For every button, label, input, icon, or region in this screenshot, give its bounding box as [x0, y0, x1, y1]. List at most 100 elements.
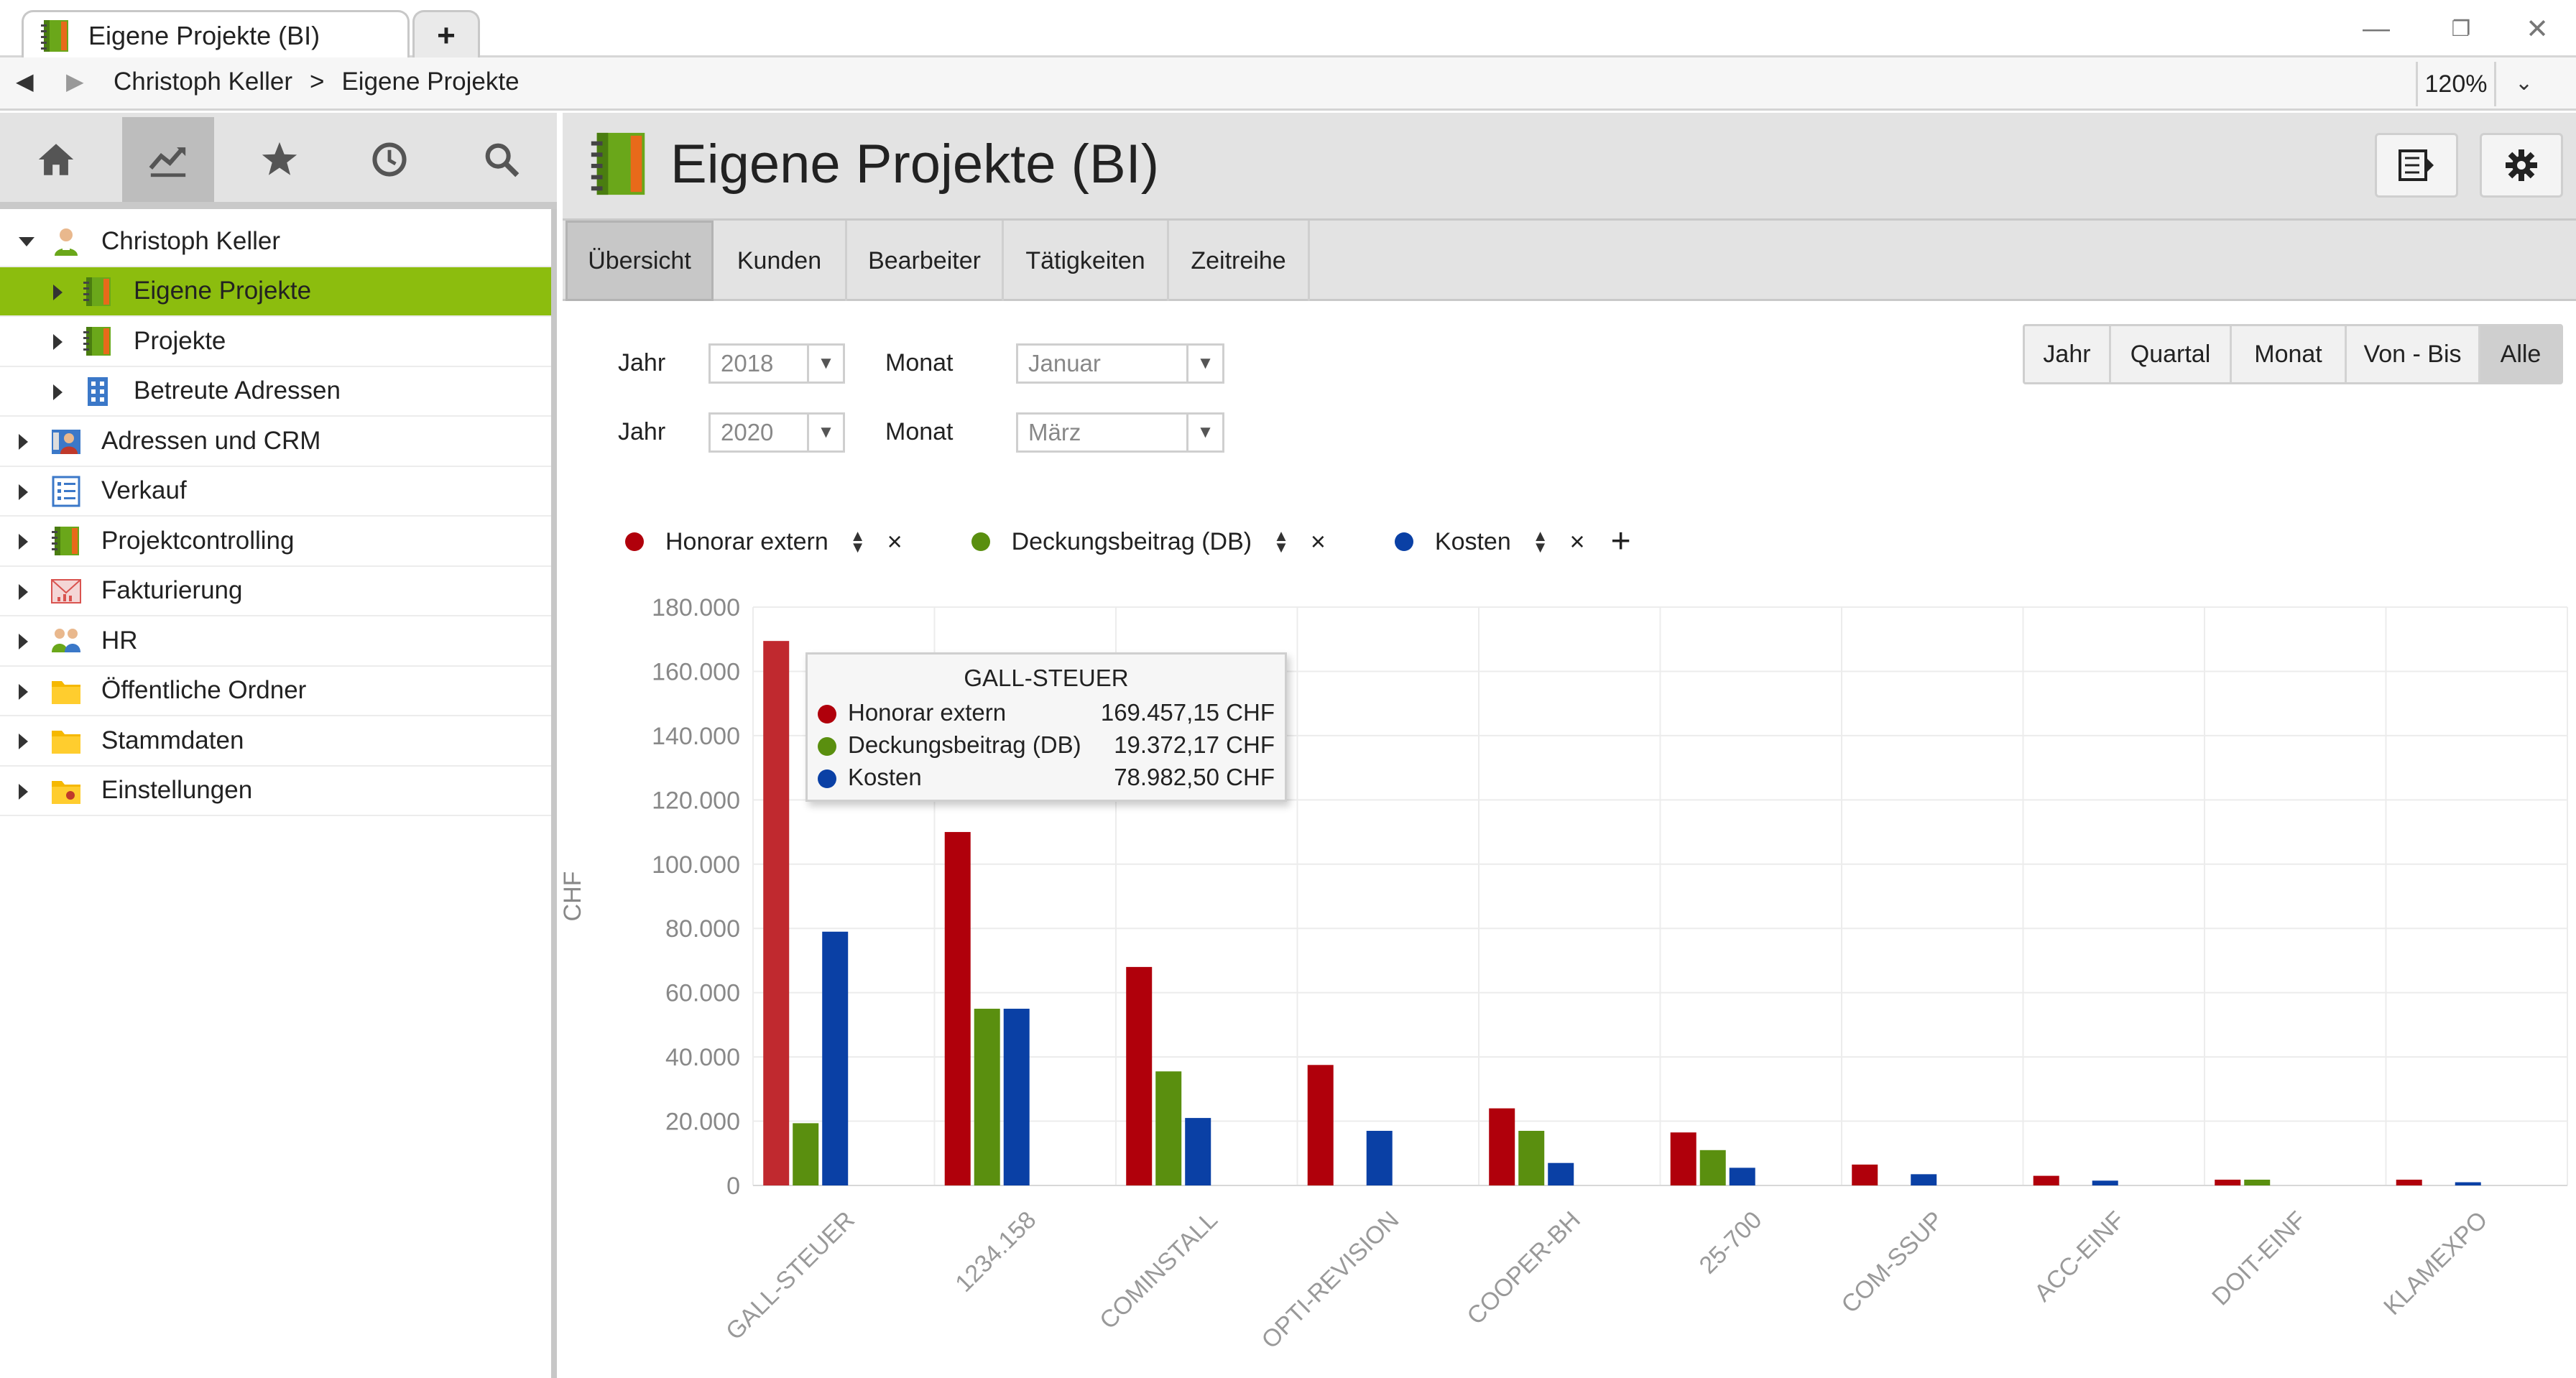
tab-kunden[interactable]: Kunden	[714, 221, 847, 301]
back-button[interactable]: ◀	[16, 68, 34, 94]
bar	[1852, 1164, 1878, 1185]
remove-series-icon[interactable]: ×	[887, 527, 902, 556]
tree-item[interactable]: Christoph Keller	[0, 217, 551, 267]
bar	[793, 1123, 819, 1185]
search-button[interactable]	[456, 117, 548, 202]
legend-label: Deckungsbeitrag (DB)	[1011, 527, 1252, 555]
tree-item[interactable]: Einstellungen	[0, 767, 551, 816]
caret-right-icon[interactable]	[19, 783, 28, 800]
period-monat-button[interactable]: Monat	[2232, 326, 2347, 382]
bar	[1518, 1130, 1545, 1185]
remove-series-icon[interactable]: ×	[1310, 527, 1326, 556]
caret-right-icon[interactable]	[53, 334, 63, 350]
home-button[interactable]	[10, 117, 102, 202]
chevron-down-icon[interactable]: ⌄	[2515, 71, 2534, 95]
to-month-select[interactable]: März ▼	[1016, 412, 1224, 453]
caret-right-icon[interactable]	[19, 534, 28, 550]
analytics-button[interactable]	[122, 117, 214, 202]
caret-right-icon[interactable]	[53, 384, 63, 400]
period-jahr-button[interactable]: Jahr	[2025, 326, 2111, 382]
tree-item-label: Eigene Projekte	[134, 277, 312, 305]
caret-right-icon[interactable]	[19, 734, 28, 749]
sort-icon[interactable]: ▲ ▼	[1532, 527, 1548, 556]
breadcrumb-item-current[interactable]: Eigene Projekte	[341, 68, 520, 96]
sort-icon[interactable]: ▲ ▼	[1273, 527, 1289, 556]
tree-item[interactable]: Projektcontrolling	[0, 517, 551, 567]
star-icon	[262, 142, 297, 175]
legend-swatch	[1394, 532, 1413, 551]
sort-icon[interactable]: ▲ ▼	[849, 527, 866, 556]
browser-tab-active[interactable]: Eigene Projekte (BI)	[22, 10, 410, 59]
user-icon	[55, 228, 78, 256]
caret-right-icon[interactable]	[19, 634, 28, 649]
close-button[interactable]: ✕	[2526, 14, 2549, 45]
period-von-bis-button[interactable]: Von - Bis	[2347, 326, 2480, 382]
tree-item[interactable]: Projekte	[0, 317, 551, 367]
y-tick-label: 180.000	[652, 594, 740, 621]
tooltip-row: Deckungsbeitrag (DB) 19.372,17 CHF	[818, 731, 1275, 763]
legend-swatch	[625, 532, 644, 551]
caret-right-icon[interactable]	[53, 284, 63, 300]
restore-button[interactable]: ❐	[2451, 17, 2471, 41]
tab-bearbeiter[interactable]: Bearbeiter	[847, 221, 1004, 301]
tree-item[interactable]: Eigene Projekte	[0, 267, 551, 317]
to-year-select[interactable]: 2020 ▼	[708, 412, 845, 453]
bar	[944, 832, 971, 1185]
tab-taetigkeiten[interactable]: Tätigkeiten	[1004, 221, 1169, 301]
building-icon	[88, 376, 108, 406]
search-icon	[485, 143, 520, 177]
navigation-tree: Christoph Keller Eigene Projekte Projekte B…	[0, 217, 551, 816]
notebook-icon	[52, 527, 79, 555]
period-quartal-button[interactable]: Quartal	[2111, 326, 2232, 382]
x-tick-label: COM-SSUP	[1836, 1206, 1948, 1318]
x-tick-label: 1234.158	[950, 1206, 1041, 1298]
gear-icon	[2506, 149, 2537, 181]
add-series-icon[interactable]: +	[1610, 522, 1631, 560]
bar	[822, 931, 849, 1185]
tree-item-label: Stammdaten	[101, 726, 244, 754]
caret-right-icon[interactable]	[19, 583, 28, 600]
tooltip-title: GALL-STEUER	[964, 665, 1129, 691]
to-month-value: März	[1028, 419, 1081, 445]
from-month-select[interactable]: Januar ▼	[1016, 343, 1224, 384]
history-button[interactable]	[343, 117, 435, 202]
remove-series-icon[interactable]: ×	[1569, 527, 1585, 556]
legend-item-honorar[interactable]: Honorar extern ▲ ▼ ×	[625, 527, 902, 557]
tab-zeitreihe[interactable]: Zeitreihe	[1169, 221, 1310, 301]
caret-down-icon[interactable]	[19, 237, 34, 246]
new-tab-button[interactable]: +	[412, 10, 480, 59]
x-tick-label: ACC-EINF	[2029, 1206, 2130, 1307]
tree-item-label: Projekte	[134, 326, 226, 355]
tree-item[interactable]: Verkauf	[0, 467, 551, 517]
bar	[763, 641, 790, 1185]
caret-right-icon[interactable]	[19, 683, 28, 700]
tree-item[interactable]: Fakturierung	[0, 567, 551, 616]
breadcrumb-item-user[interactable]: Christoph Keller	[114, 68, 292, 96]
caret-right-icon[interactable]	[19, 434, 28, 450]
tree-item[interactable]: Stammdaten	[0, 716, 551, 767]
bar	[1729, 1167, 1755, 1185]
chevron-down-icon: ▼	[1186, 346, 1222, 382]
zoom-level[interactable]: 120%	[2416, 62, 2496, 106]
legend-label: Honorar extern	[665, 527, 828, 555]
tree-item[interactable]: Adressen und CRM	[0, 417, 551, 467]
period-alle-button[interactable]: Alle	[2480, 326, 2561, 382]
caret-right-icon[interactable]	[19, 484, 28, 500]
minimize-button[interactable]: —	[2363, 13, 2390, 44]
bar	[1307, 1065, 1334, 1185]
legend-item-kosten[interactable]: Kosten ▲ ▼ ×	[1394, 527, 1585, 557]
forward-button[interactable]: ▶	[66, 68, 84, 94]
panel-toggle-button[interactable]	[2375, 133, 2458, 198]
breadcrumb-separator: >	[310, 68, 325, 96]
x-tick-label: KLAMEXPO	[2378, 1206, 2493, 1321]
legend-item-deckungsbeitrag[interactable]: Deckungsbeitrag (DB) ▲ ▼ ×	[971, 527, 1326, 557]
bar	[2092, 1180, 2118, 1185]
y-tick-label: 100.000	[652, 851, 740, 879]
tab-uebersicht[interactable]: Übersicht	[565, 221, 714, 301]
settings-button[interactable]	[2480, 133, 2563, 198]
tree-item[interactable]: Öffentliche Ordner	[0, 667, 551, 716]
from-year-select[interactable]: 2018 ▼	[708, 343, 845, 384]
favorites-button[interactable]	[234, 117, 326, 202]
tree-item[interactable]: Betreute Adressen	[0, 367, 551, 417]
tree-item[interactable]: HR	[0, 616, 551, 667]
